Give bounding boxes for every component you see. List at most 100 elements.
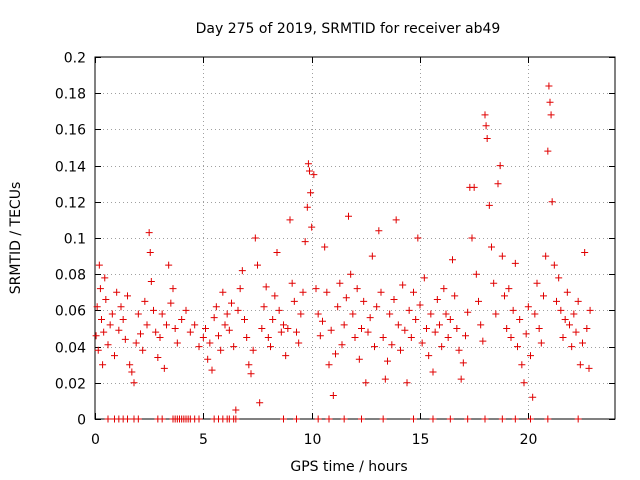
data-point xyxy=(527,352,534,360)
data-point xyxy=(349,310,357,318)
data-point xyxy=(150,306,157,314)
data-point xyxy=(146,248,154,256)
data-point xyxy=(92,332,100,340)
data-point xyxy=(449,256,456,264)
data-point xyxy=(464,308,472,316)
data-point xyxy=(379,334,387,342)
data-point xyxy=(325,415,333,423)
data-point xyxy=(583,325,591,332)
data-point xyxy=(117,303,125,311)
data-point xyxy=(134,310,142,318)
data-point xyxy=(401,326,409,334)
data-point xyxy=(472,270,480,278)
data-point xyxy=(288,279,296,287)
data-point xyxy=(290,297,298,305)
data-point xyxy=(267,343,274,351)
data-point xyxy=(312,285,320,293)
data-point xyxy=(364,328,372,336)
data-point xyxy=(98,315,105,323)
x-tick-label: 10 xyxy=(304,432,322,448)
y-tick-label: 0.2 xyxy=(64,51,86,67)
data-point xyxy=(436,321,443,329)
data-point xyxy=(574,415,582,423)
data-point xyxy=(390,296,398,304)
data-point xyxy=(94,346,102,354)
data-point xyxy=(498,415,506,423)
data-point xyxy=(130,379,138,387)
x-tick-label: 15 xyxy=(412,432,430,448)
data-point xyxy=(524,303,532,311)
data-point xyxy=(563,288,571,296)
data-point xyxy=(451,292,459,300)
x-axis-label: GPS time / hours xyxy=(290,459,407,475)
data-point xyxy=(507,334,515,342)
data-point xyxy=(232,415,240,423)
data-point xyxy=(568,343,576,351)
data-point xyxy=(223,310,231,318)
y-tick-label: 0.08 xyxy=(55,268,86,284)
data-point xyxy=(388,341,396,349)
data-point xyxy=(516,315,524,323)
data-point xyxy=(414,234,422,242)
data-point xyxy=(342,294,350,302)
data-point xyxy=(106,321,114,329)
data-point xyxy=(511,259,519,267)
data-point xyxy=(186,328,194,336)
data-point xyxy=(321,243,329,251)
data-point xyxy=(381,375,389,383)
data-point xyxy=(494,180,502,188)
data-point xyxy=(410,288,417,296)
data-point xyxy=(362,379,370,387)
y-tick-label: 0.06 xyxy=(55,304,86,320)
data-point xyxy=(548,198,556,206)
data-point xyxy=(152,328,160,336)
data-point xyxy=(483,134,491,142)
data-point xyxy=(455,346,463,354)
data-point xyxy=(544,147,552,155)
data-point xyxy=(481,415,489,423)
data-point xyxy=(307,189,315,197)
data-point xyxy=(475,297,482,305)
data-point xyxy=(442,310,450,318)
data-point xyxy=(453,325,461,332)
data-point xyxy=(314,310,322,318)
data-point xyxy=(498,252,506,260)
data-point xyxy=(273,248,281,256)
data-point xyxy=(527,415,534,423)
data-point xyxy=(420,274,428,282)
data-point xyxy=(243,334,251,342)
data-point xyxy=(275,306,283,314)
data-point xyxy=(314,415,322,423)
data-point xyxy=(547,111,555,119)
x-tick-label: 0 xyxy=(91,432,100,448)
data-point xyxy=(286,216,294,224)
data-point xyxy=(371,343,378,351)
data-point xyxy=(503,325,511,332)
data-point xyxy=(464,415,472,423)
data-point xyxy=(405,306,413,314)
data-point xyxy=(366,314,374,322)
data-point xyxy=(104,415,112,423)
data-point xyxy=(586,306,594,314)
data-point xyxy=(256,399,264,407)
data-point xyxy=(329,391,337,399)
data-point xyxy=(334,303,342,311)
data-point xyxy=(431,328,439,336)
data-point xyxy=(132,339,140,347)
data-point xyxy=(379,415,387,423)
data-point xyxy=(182,306,190,314)
data-point xyxy=(425,352,433,360)
y-tick-label: 0.04 xyxy=(55,341,86,357)
data-point xyxy=(160,364,168,372)
data-point xyxy=(427,310,435,318)
x-tick-label: 5 xyxy=(199,432,208,448)
data-point xyxy=(399,281,407,289)
data-point xyxy=(191,321,199,329)
data-point xyxy=(251,234,259,242)
data-point xyxy=(308,223,316,231)
data-point xyxy=(459,359,467,367)
data-point xyxy=(95,261,103,269)
data-point xyxy=(232,406,240,414)
data-point xyxy=(574,297,582,305)
